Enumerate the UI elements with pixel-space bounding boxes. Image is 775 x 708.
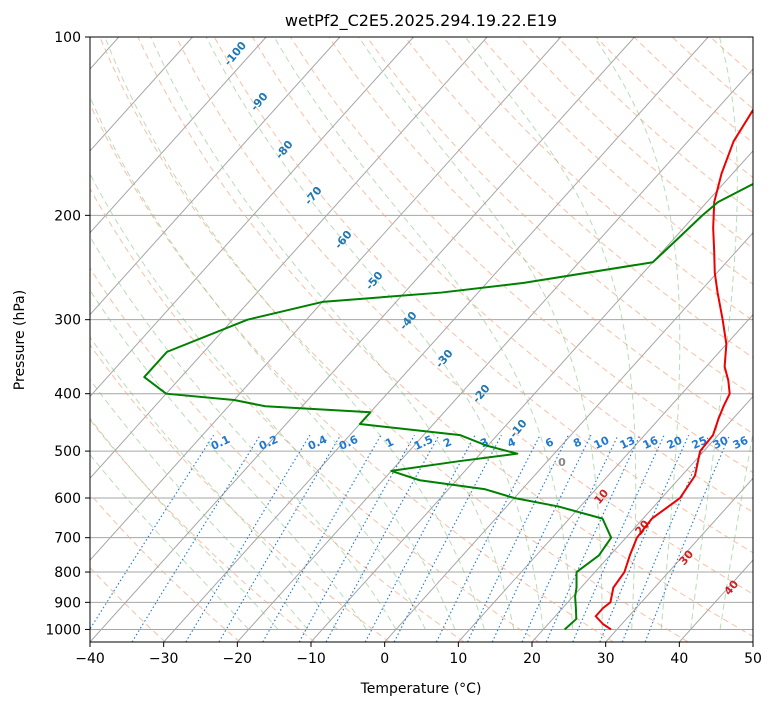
y-tick-label: 700 xyxy=(54,531,81,547)
mixing-ratio-line xyxy=(185,434,311,642)
moist-adiabat xyxy=(90,378,308,630)
dry-adiabat xyxy=(90,418,315,642)
dry-adiabat xyxy=(290,37,753,474)
moist-adiabat xyxy=(90,235,397,630)
mixing-ratio-line xyxy=(644,434,731,642)
y-tick-label: 500 xyxy=(54,444,81,460)
mixing-ratio-label: 10 xyxy=(592,434,612,452)
x-tick-label: 20 xyxy=(523,651,541,667)
mixing-ratio-line xyxy=(393,434,502,642)
y-tick-label: 1000 xyxy=(45,622,81,638)
mixing-ratio-line xyxy=(131,434,261,642)
dry-adiabat xyxy=(328,37,753,435)
mixing-ratio-lines xyxy=(90,434,731,642)
x-tick-label: −30 xyxy=(149,651,179,667)
y-axis-title: Pressure (hPa) xyxy=(12,290,28,390)
dry-adiabat xyxy=(404,37,753,359)
grid-lines xyxy=(90,37,753,642)
isotherm-line xyxy=(236,68,753,642)
isotherm-line xyxy=(90,37,267,234)
moist-adiabat xyxy=(90,95,456,630)
x-axis: −40 −30 −20 −10 0 10 20 30 40 50 xyxy=(75,642,762,667)
y-tick-label: 800 xyxy=(54,565,81,581)
mixing-ratio-line xyxy=(435,434,541,642)
y-tick-label: 200 xyxy=(54,208,81,224)
isotherm-line xyxy=(310,150,753,642)
y-tick-label: 100 xyxy=(54,30,81,46)
isotherm-line xyxy=(90,37,635,642)
dry-adiabat xyxy=(90,566,166,642)
dewpoint-profile-line xyxy=(143,182,753,631)
x-tick-label: 50 xyxy=(744,651,762,667)
isotherm-line xyxy=(90,37,341,316)
mixing-ratio-line xyxy=(572,434,665,642)
x-tick-label: 10 xyxy=(449,651,467,667)
mixing-ratio-line xyxy=(325,434,440,642)
isotherm-line xyxy=(90,37,414,398)
dry-adiabat xyxy=(175,37,753,595)
mixing-ratio-label: 13 xyxy=(618,434,637,452)
dry-adiabats xyxy=(90,37,753,642)
x-tick-label: 40 xyxy=(670,651,688,667)
isotherm-line xyxy=(90,37,488,480)
isotherm-line xyxy=(531,395,753,642)
isotherm-line xyxy=(457,313,753,642)
moist-adiabat xyxy=(593,37,681,630)
moist-adiabat xyxy=(719,430,753,630)
moist-adiabat xyxy=(104,37,485,630)
dry-adiabat xyxy=(442,37,753,322)
x-axis-title: Temperature (°C) xyxy=(360,681,482,697)
mixing-ratio-label: 20 xyxy=(665,434,685,452)
mixing-ratio-line xyxy=(90,434,215,630)
mixing-ratio-line xyxy=(298,434,415,642)
x-tick-label: −10 xyxy=(296,651,326,667)
moist-adiabat xyxy=(90,172,426,630)
y-tick-label: 600 xyxy=(54,491,81,507)
moist-adiabat xyxy=(205,37,544,630)
moist-adiabat xyxy=(90,289,367,630)
mixing-ratio-line xyxy=(467,434,569,642)
isotherm-line xyxy=(90,37,562,561)
dry-adiabat xyxy=(90,493,241,642)
mixing-ratio-line xyxy=(599,434,690,642)
x-tick-label: −20 xyxy=(223,651,253,667)
y-tick-label: 900 xyxy=(54,595,81,611)
isotherm-line xyxy=(605,477,753,642)
dry-adiabat xyxy=(90,187,540,642)
moist-adiabat xyxy=(464,37,637,630)
dry-adiabat xyxy=(366,37,753,396)
dry-adiabat xyxy=(252,37,753,513)
y-tick-label: 400 xyxy=(54,387,81,403)
dry-adiabat xyxy=(90,267,465,642)
moist-adiabat xyxy=(150,37,515,630)
x-tick-label: 30 xyxy=(597,651,615,667)
isotherm-line xyxy=(90,37,193,152)
isotherm-line xyxy=(163,37,709,642)
dry-adiabat xyxy=(99,37,689,642)
x-tick-label: −40 xyxy=(75,651,105,667)
moist-adiabat xyxy=(90,336,338,630)
mixing-ratio-label: 36 xyxy=(731,434,751,452)
chart-title: wetPf2_C2E5.2025.294.19.22.E19 xyxy=(285,11,557,31)
profiles xyxy=(143,108,753,631)
isotherm-line xyxy=(384,231,753,642)
moist-adiabat-label: 0 xyxy=(558,456,566,469)
moist-adiabats xyxy=(90,37,753,630)
mixing-ratio-line xyxy=(218,434,342,642)
temperature-profile-line xyxy=(594,108,753,631)
moist-adiabat xyxy=(690,37,738,630)
moist-adiabat xyxy=(358,37,603,630)
x-tick-label: 0 xyxy=(380,651,389,667)
mixing-ratio-label: 30 xyxy=(711,434,731,452)
mixing-ratio-label: 16 xyxy=(641,434,661,452)
plot-frame xyxy=(89,36,754,643)
moist-adiabat xyxy=(273,37,574,630)
y-axis: 100 200 300 400 500 600 700 800 900 1000 xyxy=(45,30,90,638)
dry-adiabat xyxy=(137,37,753,637)
y-tick-label: 300 xyxy=(54,313,81,329)
dry-adiabat xyxy=(213,37,753,554)
mixing-ratio-line xyxy=(262,434,382,642)
